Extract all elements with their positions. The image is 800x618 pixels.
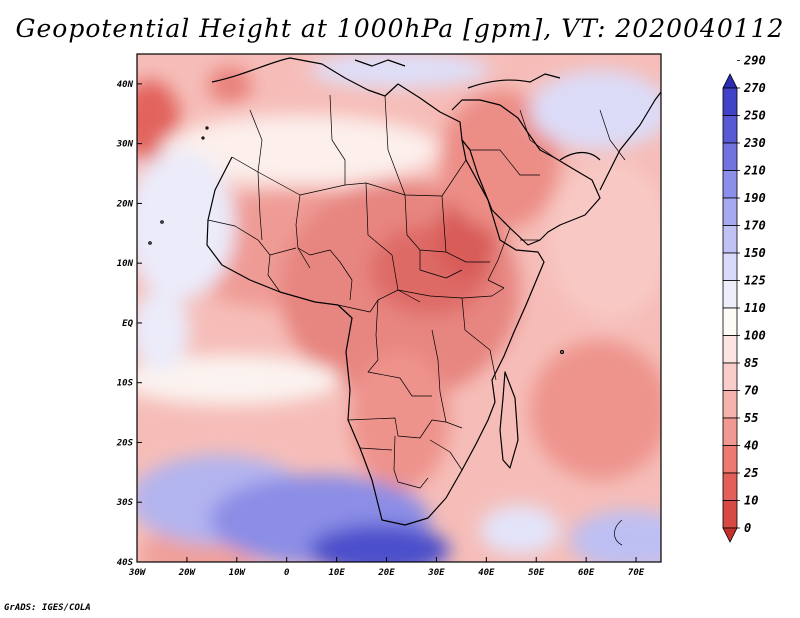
colorbar-label: 190 — [744, 191, 766, 205]
lat-tick-label: 10S — [117, 379, 134, 389]
colorbar-swatch — [722, 445, 738, 474]
lon-tick-label: 60E — [578, 568, 595, 578]
colorbar-label: 70 — [744, 384, 758, 398]
map-frame — [136, 53, 662, 563]
country-borders — [207, 94, 626, 546]
map-plot-area: 30W 20W 10W 0 10E 20E 30E 40E 50E 60E 70E 40N 30N 20… — [116, 53, 662, 578]
colorbar-label: 100 — [744, 329, 766, 343]
colorbar-label: 270 — [743, 81, 766, 95]
colorbar-swatch — [722, 225, 738, 254]
colorbar-label: 230 — [743, 136, 766, 150]
lon-tick-label: 10W — [229, 568, 247, 578]
colorbar-swatch — [722, 197, 738, 226]
colorbar-label: 10 — [744, 494, 758, 508]
lat-tick-label: 30N — [116, 140, 134, 150]
lat-tick-label: 20N — [116, 199, 134, 209]
lat-tick-label: EQ — [122, 319, 133, 329]
colorbar-label: 290 — [743, 54, 766, 68]
lat-tick-label: 40N — [117, 80, 134, 90]
colorbar-swatch — [722, 472, 738, 501]
colorbar-label: 40 — [744, 439, 758, 453]
colorbar-swatch — [722, 527, 738, 543]
colorbar-swatch — [722, 73, 738, 89]
colorbar-swatch — [722, 307, 738, 336]
lon-tick-label: 40E — [478, 568, 495, 578]
colorbar-label: 250 — [743, 109, 766, 123]
lon-tick-label: 20E — [377, 568, 395, 578]
colorbar-swatch — [722, 170, 738, 199]
lat-tick-label: 10N — [117, 259, 134, 269]
colorbar-swatch — [722, 335, 738, 364]
colorbar-label: 170 — [744, 219, 766, 233]
colorbar-label: 55 — [744, 411, 758, 425]
colorbar-swatch — [722, 417, 738, 446]
lon-tick-label: 50E — [528, 568, 545, 578]
grads-credit: GrADS: IGES/COLA — [4, 603, 91, 613]
lon-tick-label: 30W — [128, 568, 147, 578]
lon-tick-label: 70E — [628, 568, 645, 578]
colorbar: 0 10 25 40 55 70 85 100 110 125 150 170 190 210 230 250… — [722, 54, 766, 543]
colorbar-label: 25 — [743, 466, 758, 480]
height-field-shading — [137, 54, 661, 562]
lon-tick-label: 20W — [178, 568, 197, 578]
colorbar-swatch — [722, 87, 738, 116]
colorbar-label: 150 — [744, 246, 766, 260]
lon-tick-label: 10E — [328, 568, 345, 578]
colorbar-swatch — [722, 280, 738, 309]
colorbar-label: 210 — [743, 164, 766, 178]
colorbar-swatch — [722, 390, 738, 419]
lon-tick-label: 0 — [284, 568, 290, 578]
colorbar-swatch — [722, 252, 738, 281]
latitude-axis: 40N 30N 20N 10N EQ 10S 20S 30S 40S — [116, 80, 142, 568]
longitude-axis: 30W 20W 10W 0 10E 20E 30E 40E 50E 60E 70E — [128, 557, 645, 578]
map-title: Geopotential Height at 1000hPa [gpm], VT… — [15, 14, 785, 43]
colorbar-label: 0 — [744, 521, 751, 535]
colorbar-swatch — [722, 142, 738, 171]
colorbar-label: 125 — [744, 274, 766, 288]
colorbar-label: 110 — [744, 301, 766, 315]
colorbar-swatch — [722, 115, 738, 144]
lon-tick-label: 30E — [427, 568, 445, 578]
lat-tick-label: 40S — [117, 558, 134, 568]
colorbar-swatch — [722, 362, 738, 391]
colorbar-swatch — [722, 500, 738, 529]
colorbar-label: 85 — [744, 356, 758, 370]
lat-tick-label: 20S — [116, 438, 134, 448]
lat-tick-label: 30S — [116, 498, 134, 508]
